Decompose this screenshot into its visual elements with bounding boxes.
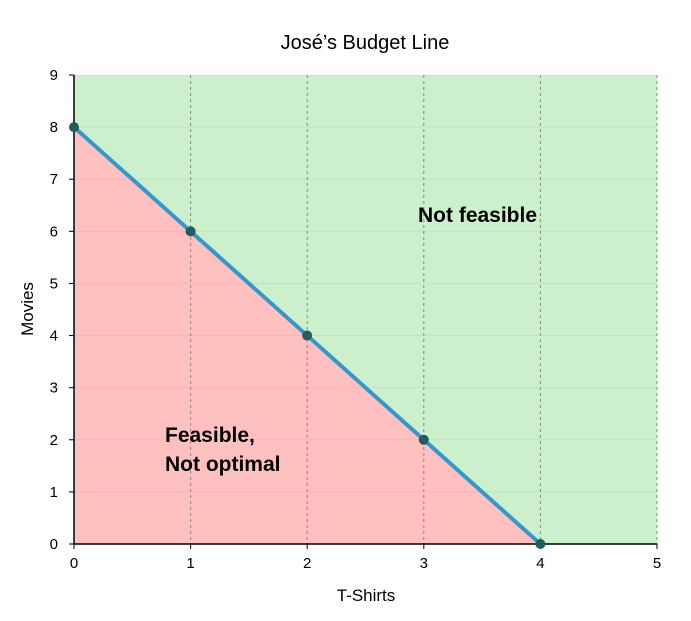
data-point	[418, 434, 429, 445]
y-tick-label: 7	[50, 171, 58, 188]
y-tick-label: 9	[50, 67, 58, 84]
feasible-label-line-2: Not optimal	[165, 453, 281, 476]
x-tick-label: 3	[420, 555, 428, 572]
x-tick-label: 0	[70, 555, 78, 572]
y-tick-label: 1	[50, 484, 58, 501]
x-tick-label: 1	[186, 555, 194, 572]
y-tick-label: 4	[50, 328, 58, 345]
x-tick-labels: 0 1 2 3 4 5	[70, 555, 661, 572]
y-tick-label: 0	[50, 536, 58, 553]
x-tick-label: 2	[303, 555, 311, 572]
y-tick-label: 3	[50, 380, 58, 397]
x-axis-label: T-Shirts	[337, 586, 396, 605]
data-point	[535, 539, 546, 549]
y-tick-label: 6	[50, 223, 58, 240]
not-feasible-label: Not feasible	[418, 204, 537, 227]
chart-title: José’s Budget Line	[281, 32, 450, 54]
data-point	[185, 226, 196, 237]
data-point	[302, 330, 313, 341]
x-tick-label: 4	[536, 555, 544, 572]
data-point	[69, 122, 79, 133]
y-tick-labels: 0 1 2 3 4 5 6 7 8 9	[50, 67, 58, 553]
x-tick-label: 5	[653, 555, 661, 572]
y-tick-label: 2	[50, 432, 58, 449]
y-axis-label: Movies	[18, 282, 37, 336]
y-tick-label: 5	[50, 275, 58, 292]
data-points	[69, 122, 546, 549]
feasible-label-line-1: Feasible,	[165, 424, 255, 447]
y-tick-label: 8	[50, 119, 58, 136]
